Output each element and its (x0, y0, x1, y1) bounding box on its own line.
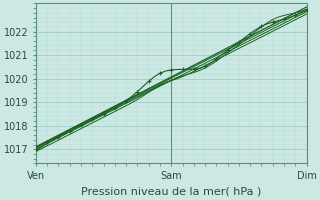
X-axis label: Pression niveau de la mer( hPa ): Pression niveau de la mer( hPa ) (81, 187, 261, 197)
